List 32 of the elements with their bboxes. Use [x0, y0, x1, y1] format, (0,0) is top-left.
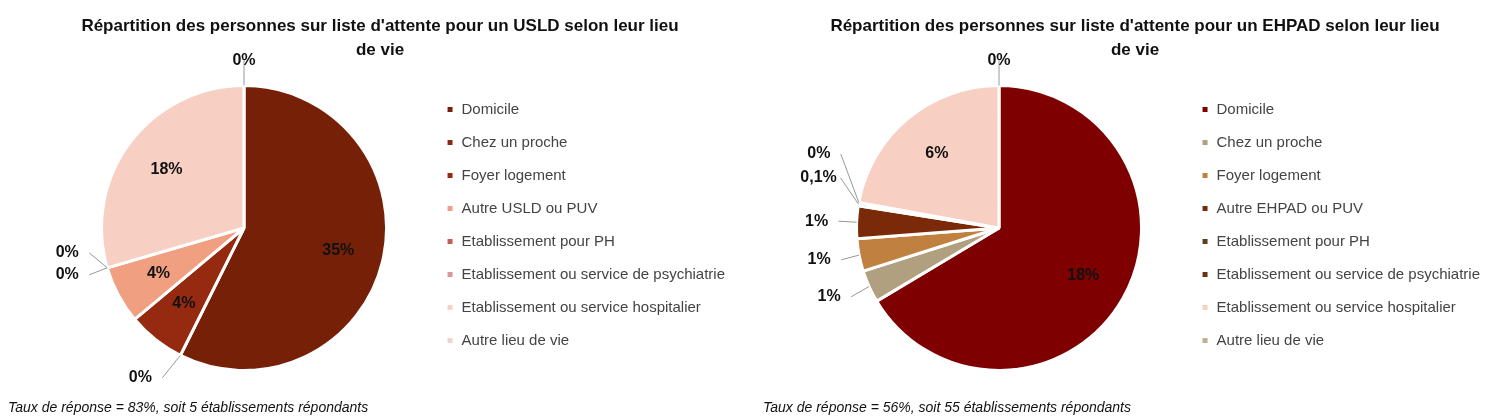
data-label: 4%	[146, 263, 171, 281]
text: Taux de réponse = 83%, soit 5 établissements répondants	[8, 399, 369, 415]
text: 0%	[55, 265, 79, 283]
text: 0%	[807, 144, 831, 162]
legend-label: Autre EHPAD ou PUV	[1216, 198, 1363, 216]
legend-label: Domicile	[1216, 99, 1275, 117]
data-label: 18%	[150, 160, 183, 178]
legend-label: Foyer logement	[1216, 165, 1322, 183]
legend-label: Etablissement pour PH	[1216, 231, 1370, 249]
data-label: 35%	[322, 240, 355, 258]
legend-label: Etablissement ou service de psychiatrie	[461, 264, 726, 282]
legend-label: Autre USLD ou PUV	[461, 198, 598, 216]
data-label: 6%	[925, 144, 949, 162]
legend-label: Etablissement pour PH	[461, 231, 615, 249]
text: 0%	[55, 243, 79, 261]
data-label: 0,1%	[800, 168, 837, 186]
legend-label: Etablissement ou service hospitalier	[461, 297, 701, 315]
legend-label: Domicile	[461, 99, 520, 117]
text: Taux de réponse = 56%, soit 55 établissements répondants	[763, 399, 1131, 415]
legend-label: Foyer logement	[461, 165, 567, 183]
text: 0%	[128, 368, 152, 386]
legend-label: Etablissement ou service hospitalier	[1216, 297, 1456, 315]
data-label: 18%	[1067, 266, 1100, 284]
data-label: 1%	[817, 287, 841, 305]
data-label: 4%	[172, 294, 196, 312]
data-label: 1%	[805, 211, 829, 229]
data-label: 1%	[807, 250, 831, 268]
legend-label: Autre lieu de vie	[461, 330, 570, 348]
legend-label: Autre lieu de vie	[1216, 330, 1325, 348]
legend-label: Chez un proche	[461, 132, 568, 150]
legend-label: Chez un proche	[1216, 132, 1323, 150]
legend-label: Etablissement ou service de psychiatrie	[1216, 264, 1481, 282]
